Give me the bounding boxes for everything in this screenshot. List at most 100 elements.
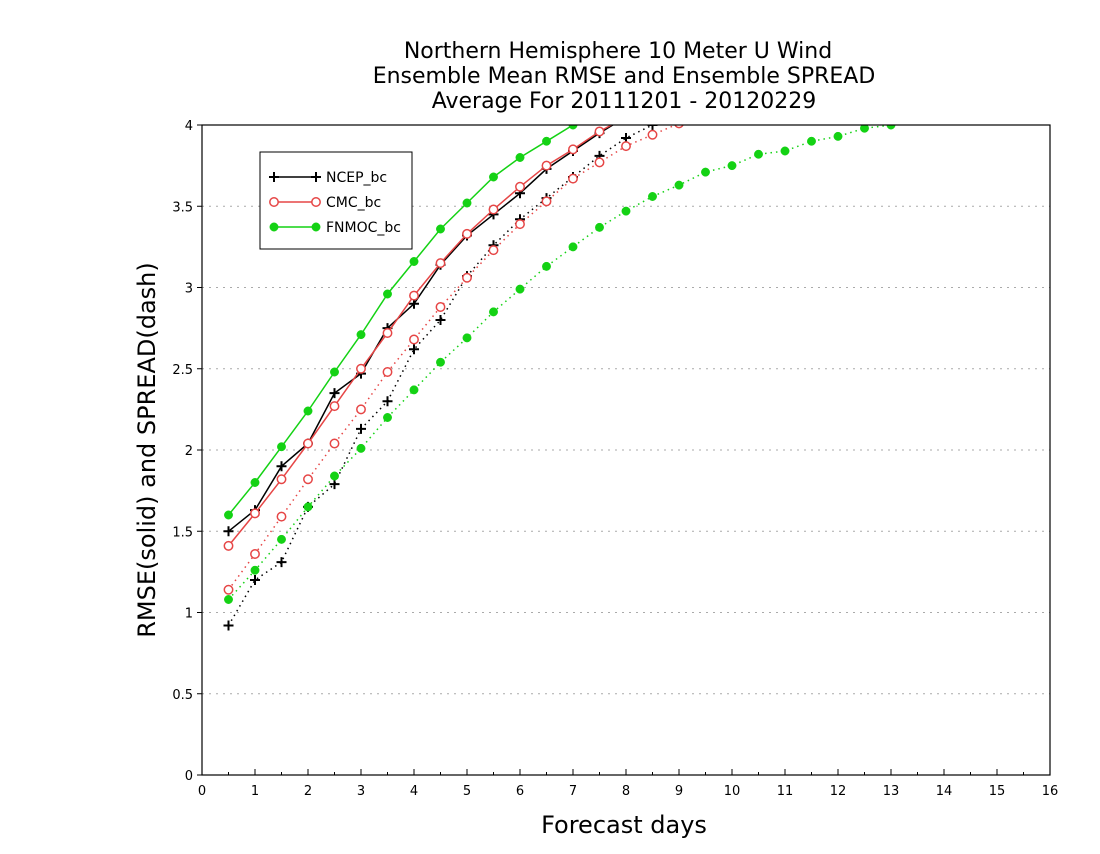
point-cmc-bc-rmse: [993, 25, 1001, 33]
point-fnmoc-bc-rmse: [436, 224, 445, 234]
legend: NCEP_bc CMC_bc FNMOC_bc: [259, 151, 413, 250]
point-cmc-bc-spread: [356, 404, 366, 415]
point-cmc-bc-rmse: [568, 144, 578, 155]
legend-marker: [269, 197, 279, 207]
point-ncep-bc-spread: [382, 396, 393, 407]
point-ncep-bc-spread: [409, 344, 419, 355]
point-cmc-bc-spread: [621, 141, 631, 152]
point-fnmoc-bc-spread: [356, 443, 366, 453]
series-ncep-bc-spread: [223, 42, 1002, 631]
legend-marker: [311, 172, 321, 182]
point-ncep-bc-rmse: [913, 31, 923, 41]
y-tick-label: 2: [185, 444, 193, 459]
point-cmc-bc-rmse: [834, 43, 842, 51]
point-ncep-bc-spread: [435, 315, 446, 325]
series-group: [223, 17, 1054, 631]
point-cmc-bc-rmse: [541, 160, 552, 171]
point-fnmoc-bc-spread: [780, 146, 790, 156]
point-ncep-bc-rmse: [276, 461, 287, 472]
y-tick-label: 3.5: [172, 200, 193, 215]
chart-title-line-1: Northern Hemisphere 10 Meter U Wind: [404, 39, 832, 64]
point-cmc-bc-rmse: [276, 474, 287, 485]
point-ncep-bc-rmse: [966, 26, 976, 36]
point-fnmoc-bc-rmse: [1046, 17, 1054, 25]
point-cmc-bc-spread: [303, 474, 313, 485]
series-cmc-bc-rmse: [223, 25, 1001, 551]
x-tick-label: 14: [936, 784, 953, 799]
x-tick-label: 5: [463, 784, 471, 799]
chart-title: Northern Hemisphere 10 Meter U Wind Ense…: [373, 39, 876, 114]
point-cmc-bc-spread: [887, 66, 895, 74]
x-tick-label: 9: [675, 784, 683, 799]
point-ncep-bc-spread: [966, 44, 976, 54]
point-fnmoc-bc-spread: [1019, 101, 1027, 109]
point-ncep-bc-rmse: [1019, 23, 1029, 33]
legend-marker: [311, 197, 321, 207]
x-tick-label: 16: [1042, 784, 1059, 799]
point-fnmoc-bc-rmse: [940, 23, 948, 31]
chart-title-line-3: Average For 20111201 - 20120229: [432, 89, 817, 114]
point-fnmoc-bc-spread: [966, 108, 974, 116]
x-tick-label: 15: [989, 784, 1006, 799]
x-axis: 0 1 2 3 4 5 6 7 8 9 10 11 12 13 14 15 16: [198, 769, 1058, 799]
legend-label: FNMOC_bc: [326, 220, 401, 236]
point-ncep-bc-spread: [939, 45, 949, 55]
point-fnmoc-bc-spread: [436, 357, 445, 367]
point-fnmoc-bc-spread: [727, 161, 737, 171]
point-ncep-bc-rmse: [860, 37, 870, 47]
point-fnmoc-bc-spread: [303, 502, 313, 512]
point-ncep-bc-spread: [329, 479, 340, 490]
point-cmc-bc-spread: [409, 334, 419, 345]
x-tick-label: 7: [569, 784, 577, 799]
point-ncep-bc-rmse: [886, 34, 896, 44]
x-tick-label: 1: [251, 784, 259, 799]
legend-item-ncep-bc: NCEP_bc: [269, 170, 387, 186]
x-tick-label: 4: [410, 784, 418, 799]
point-fnmoc-bc-rmse: [834, 36, 842, 44]
point-fnmoc-bc-spread: [489, 307, 498, 317]
point-fnmoc-bc-spread: [701, 167, 710, 177]
point-cmc-bc-spread: [223, 584, 234, 595]
point-cmc-bc-spread: [674, 125, 684, 129]
point-fnmoc-bc-rmse: [330, 367, 339, 377]
point-cmc-bc-spread: [435, 302, 446, 312]
point-fnmoc-bc-spread: [833, 131, 843, 141]
line-fnmoc-bc-spread: [227, 125, 896, 601]
point-cmc-bc-rmse: [329, 401, 340, 412]
point-cmc-bc-spread: [594, 157, 605, 168]
point-fnmoc-bc-spread: [621, 206, 631, 216]
y-tick-label: 1: [185, 607, 193, 622]
point-fnmoc-bc-rmse: [993, 20, 1001, 28]
point-cmc-bc-rmse: [435, 258, 446, 269]
point-fnmoc-bc-spread: [542, 261, 551, 271]
point-cmc-bc-rmse: [940, 28, 948, 36]
point-cmc-bc-spread: [541, 196, 552, 207]
point-fnmoc-bc-spread: [383, 413, 392, 422]
point-fnmoc-bc-rmse: [489, 172, 498, 182]
point-ncep-bc-spread: [276, 557, 287, 568]
point-fnmoc-bc-spread: [515, 284, 525, 294]
point-fnmoc-bc-spread: [595, 222, 604, 232]
point-cmc-bc-spread: [462, 272, 472, 283]
x-tick-label: 6: [516, 784, 524, 799]
point-cmc-bc-rmse: [409, 290, 419, 301]
y-tick-label: 0: [185, 769, 193, 784]
point-cmc-bc-spread: [276, 511, 287, 522]
point-cmc-bc-rmse: [488, 204, 499, 215]
point-cmc-bc-spread: [940, 59, 948, 67]
point-fnmoc-bc-spread: [754, 149, 763, 159]
point-fnmoc-bc-rmse: [1019, 18, 1027, 26]
legend-marker: [269, 172, 279, 182]
point-cmc-bc-rmse: [223, 540, 234, 551]
y-tick-label: 4: [185, 119, 193, 134]
point-cmc-bc-rmse: [382, 328, 393, 338]
point-cmc-bc-rmse: [462, 228, 472, 239]
point-fnmoc-bc-spread: [807, 136, 816, 146]
point-ncep-bc-spread: [992, 42, 1002, 52]
point-fnmoc-bc-rmse: [409, 257, 419, 266]
point-cmc-bc-spread: [913, 62, 921, 70]
y-tick-label: 0.5: [172, 688, 193, 703]
chart-title-line-2: Ensemble Mean RMSE and Ensemble SPREAD: [373, 64, 876, 89]
